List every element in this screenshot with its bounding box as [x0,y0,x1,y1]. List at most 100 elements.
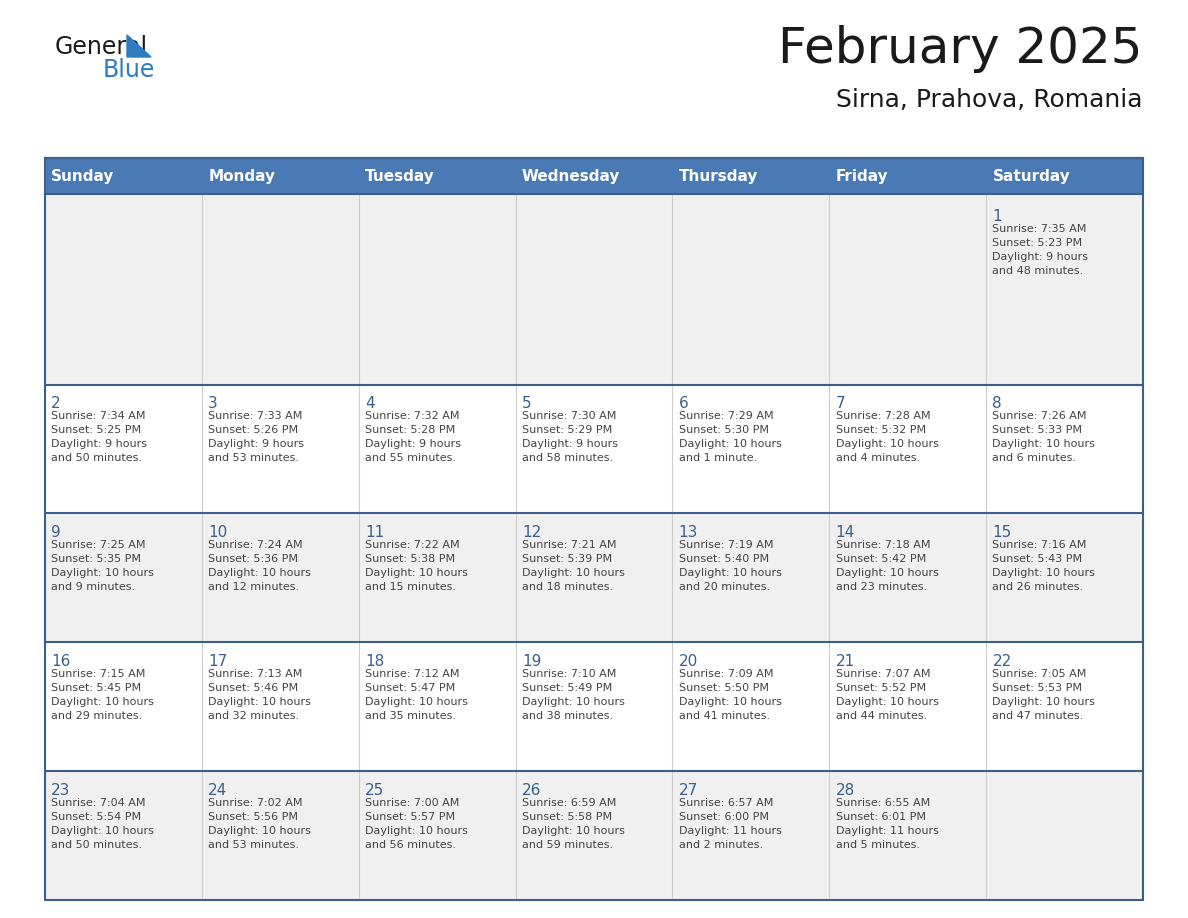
Text: Sunset: 5:52 PM: Sunset: 5:52 PM [835,683,925,693]
Text: Daylight: 10 hours: Daylight: 10 hours [678,440,782,449]
Text: Sunset: 6:00 PM: Sunset: 6:00 PM [678,812,769,822]
Bar [45,643,1143,771]
Text: Sunset: 5:46 PM: Sunset: 5:46 PM [208,683,298,693]
Text: and 53 minutes.: and 53 minutes. [208,840,299,850]
Text: and 48 minutes.: and 48 minutes. [992,266,1083,276]
Text: and 47 minutes.: and 47 minutes. [992,711,1083,721]
Text: and 9 minutes.: and 9 minutes. [51,582,135,592]
Text: Sunset: 6:01 PM: Sunset: 6:01 PM [835,812,925,822]
Text: 12: 12 [522,525,541,540]
Text: 17: 17 [208,654,227,669]
Text: Daylight: 10 hours: Daylight: 10 hours [51,697,154,707]
Text: Sunset: 5:42 PM: Sunset: 5:42 PM [835,554,925,565]
Text: Sunset: 5:40 PM: Sunset: 5:40 PM [678,554,769,565]
Text: and 44 minutes.: and 44 minutes. [835,711,927,721]
Text: Sunrise: 7:35 AM: Sunrise: 7:35 AM [992,224,1087,234]
Text: 13: 13 [678,525,699,540]
Text: Daylight: 10 hours: Daylight: 10 hours [992,568,1095,578]
Text: 28: 28 [835,783,855,798]
Text: General: General [55,35,148,59]
Text: 27: 27 [678,783,699,798]
Text: Sirna, Prahova, Romania: Sirna, Prahova, Romania [836,88,1143,112]
Bar [45,513,1143,643]
Text: Sunrise: 6:59 AM: Sunrise: 6:59 AM [522,798,617,808]
Text: 22: 22 [992,654,1012,669]
Text: Sunrise: 7:30 AM: Sunrise: 7:30 AM [522,411,617,421]
Text: Sunset: 5:30 PM: Sunset: 5:30 PM [678,425,769,435]
Text: Daylight: 10 hours: Daylight: 10 hours [365,568,468,578]
Text: Sunrise: 7:32 AM: Sunrise: 7:32 AM [365,411,460,421]
Text: Daylight: 9 hours: Daylight: 9 hours [522,440,618,449]
Text: Sunset: 5:23 PM: Sunset: 5:23 PM [992,239,1082,249]
Text: Daylight: 10 hours: Daylight: 10 hours [835,440,939,449]
Text: Sunset: 5:53 PM: Sunset: 5:53 PM [992,683,1082,693]
Text: 9: 9 [51,525,61,540]
Text: Sunrise: 7:25 AM: Sunrise: 7:25 AM [51,540,146,550]
Text: Sunrise: 7:07 AM: Sunrise: 7:07 AM [835,669,930,679]
Text: Sunrise: 7:04 AM: Sunrise: 7:04 AM [51,798,146,808]
Text: 20: 20 [678,654,699,669]
Bar [45,194,1143,385]
Text: Wednesday: Wednesday [522,169,620,184]
Text: Daylight: 11 hours: Daylight: 11 hours [835,826,939,836]
Text: February 2025: February 2025 [778,25,1143,73]
Text: 2: 2 [51,397,61,411]
Text: 4: 4 [365,397,374,411]
Text: 24: 24 [208,783,227,798]
Text: Sunset: 5:47 PM: Sunset: 5:47 PM [365,683,455,693]
Text: 7: 7 [835,397,845,411]
Text: 18: 18 [365,654,384,669]
Text: 8: 8 [992,397,1001,411]
Text: Sunset: 5:38 PM: Sunset: 5:38 PM [365,554,455,565]
Text: Sunrise: 7:21 AM: Sunrise: 7:21 AM [522,540,617,550]
Text: Sunrise: 7:16 AM: Sunrise: 7:16 AM [992,540,1087,550]
Text: and 18 minutes.: and 18 minutes. [522,582,613,592]
Text: and 55 minutes.: and 55 minutes. [365,453,456,464]
Text: Sunset: 5:49 PM: Sunset: 5:49 PM [522,683,612,693]
Text: 1: 1 [992,209,1001,224]
Text: Sunrise: 6:57 AM: Sunrise: 6:57 AM [678,798,773,808]
Text: Sunset: 5:56 PM: Sunset: 5:56 PM [208,812,298,822]
Text: Sunset: 5:28 PM: Sunset: 5:28 PM [365,425,455,435]
Text: Sunset: 5:29 PM: Sunset: 5:29 PM [522,425,612,435]
Text: Sunset: 5:58 PM: Sunset: 5:58 PM [522,812,612,822]
Text: Sunrise: 7:18 AM: Sunrise: 7:18 AM [835,540,930,550]
Text: 19: 19 [522,654,542,669]
Text: Sunset: 5:33 PM: Sunset: 5:33 PM [992,425,1082,435]
Text: Sunrise: 7:10 AM: Sunrise: 7:10 AM [522,669,617,679]
Text: and 12 minutes.: and 12 minutes. [208,582,299,592]
Polygon shape [127,35,151,57]
Text: Sunrise: 7:26 AM: Sunrise: 7:26 AM [992,411,1087,421]
Text: Daylight: 10 hours: Daylight: 10 hours [678,568,782,578]
Text: Sunrise: 7:19 AM: Sunrise: 7:19 AM [678,540,773,550]
Text: and 15 minutes.: and 15 minutes. [365,582,456,592]
Text: Daylight: 9 hours: Daylight: 9 hours [992,252,1088,263]
Text: and 26 minutes.: and 26 minutes. [992,582,1083,592]
Text: 26: 26 [522,783,542,798]
Bar [45,158,1143,194]
Bar [45,385,1143,513]
Bar [45,158,1143,900]
Text: 25: 25 [365,783,384,798]
Text: Friday: Friday [835,169,889,184]
Text: Sunset: 5:57 PM: Sunset: 5:57 PM [365,812,455,822]
Text: 6: 6 [678,397,689,411]
Text: and 1 minute.: and 1 minute. [678,453,757,464]
Text: and 6 minutes.: and 6 minutes. [992,453,1076,464]
Text: and 59 minutes.: and 59 minutes. [522,840,613,850]
Text: Daylight: 10 hours: Daylight: 10 hours [365,826,468,836]
Text: Sunrise: 7:29 AM: Sunrise: 7:29 AM [678,411,773,421]
Text: Daylight: 10 hours: Daylight: 10 hours [522,568,625,578]
Text: Saturday: Saturday [992,169,1070,184]
Text: Sunset: 5:25 PM: Sunset: 5:25 PM [51,425,141,435]
Text: Daylight: 9 hours: Daylight: 9 hours [51,440,147,449]
Text: 5: 5 [522,397,531,411]
Text: Sunset: 5:36 PM: Sunset: 5:36 PM [208,554,298,565]
Text: Sunset: 5:35 PM: Sunset: 5:35 PM [51,554,141,565]
Text: and 32 minutes.: and 32 minutes. [208,711,299,721]
Text: and 29 minutes.: and 29 minutes. [51,711,143,721]
Text: Daylight: 10 hours: Daylight: 10 hours [522,697,625,707]
Text: 11: 11 [365,525,384,540]
Text: Sunrise: 7:09 AM: Sunrise: 7:09 AM [678,669,773,679]
Text: Sunrise: 6:55 AM: Sunrise: 6:55 AM [835,798,930,808]
